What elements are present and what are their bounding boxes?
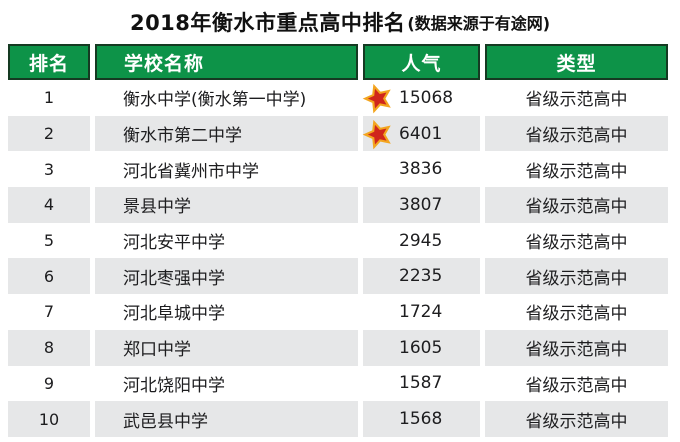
school-name-cell: 河北安平中学 <box>123 233 225 254</box>
school-type-cell: 省级示范高中 <box>485 115 668 152</box>
title-source-note: (数据来源于有途网) <box>407 14 551 33</box>
popularity-cell: 1724 <box>363 294 480 330</box>
popularity-value: 15068 <box>399 87 454 108</box>
popularity-value: 2235 <box>399 266 443 287</box>
school-type-cell: 省级示范高中 <box>485 258 668 295</box>
title-text: 2018年衡水市重点高中排名 <box>129 11 406 35</box>
popularity-cell: 6401 <box>362 115 480 152</box>
popularity-cell: 1568 <box>363 401 480 437</box>
table-header-row: 排名 学校名称 人气 类型 <box>8 44 668 80</box>
popularity-value: 1568 <box>399 409 443 430</box>
school-name-cell: 河北枣强中学 <box>95 258 358 295</box>
popularity-value: 1605 <box>399 337 443 358</box>
table-body: 1 衡水中学(衡水第一中学) 15068 省级示范高中 2 衡水市第二中学 <box>8 80 668 437</box>
table-row: 7 河北阜城中学 1724 省级示范高中 <box>8 294 668 330</box>
popularity-value: 1724 <box>399 301 443 322</box>
rank-cell: 10 <box>8 401 90 437</box>
popularity-value: 2945 <box>399 230 443 251</box>
school-name-cell: 景县中学 <box>95 187 358 223</box>
popularity-cell: 2945 <box>363 223 480 259</box>
table-row: 4 景县中学 3807 省级示范高中 <box>8 187 668 223</box>
popularity-cell: 2235 <box>363 258 480 295</box>
school-type-cell: 省级示范高中 <box>525 161 628 182</box>
rank-cell: 9 <box>43 373 55 393</box>
popularity-value: 6401 <box>399 123 443 144</box>
school-type-cell: 省级示范高中 <box>525 90 628 111</box>
popularity-cell: 1587 <box>363 366 480 402</box>
ranking-table: 排名 学校名称 人气 类型 1 衡水中学(衡水第一中学) 15068 省级示范高… <box>3 44 673 437</box>
school-type-cell: 省级示范高中 <box>525 233 628 254</box>
red-star-icon <box>359 79 397 117</box>
popularity-cell: 3807 <box>363 187 480 223</box>
popularity-cell: 3836 <box>363 151 480 187</box>
popularity-cell: 15068 <box>362 80 480 116</box>
table-row: 5 河北安平中学 2945 省级示范高中 <box>8 222 668 259</box>
rank-cell: 1 <box>43 88 55 108</box>
school-name-cell: 河北阜城中学 <box>123 304 225 325</box>
school-name-cell: 衡水市第二中学 <box>95 115 358 152</box>
school-name-cell: 河北饶阳中学 <box>123 375 225 396</box>
table-row: 3 河北省冀州市中学 3836 省级示范高中 <box>8 151 668 188</box>
popularity-value: 3836 <box>399 159 443 180</box>
popularity-value: 1587 <box>399 373 443 394</box>
table-row: 8 郑口中学 1605 省级示范高中 <box>8 329 668 366</box>
school-name-cell: 衡水中学(衡水第一中学) <box>123 90 307 111</box>
rank-cell: 8 <box>8 329 90 366</box>
header-type: 类型 <box>485 44 668 80</box>
school-name-cell: 河北省冀州市中学 <box>123 161 259 182</box>
rank-cell: 4 <box>8 187 90 223</box>
table-row: 6 河北枣强中学 2235 省级示范高中 <box>8 258 668 295</box>
red-star-icon <box>359 115 397 153</box>
rank-cell: 2 <box>8 115 90 152</box>
table-row: 1 衡水中学(衡水第一中学) 15068 省级示范高中 <box>8 80 668 116</box>
header-popularity: 人气 <box>363 44 480 80</box>
table-row: 2 衡水市第二中学 6401 省级示范高中 <box>8 115 668 152</box>
header-school-name: 学校名称 <box>95 44 358 80</box>
rank-cell: 7 <box>43 302 55 322</box>
rank-cell: 3 <box>43 159 55 179</box>
school-type-cell: 省级示范高中 <box>485 329 668 366</box>
header-rank: 排名 <box>8 44 90 80</box>
school-type-cell: 省级示范高中 <box>485 187 668 223</box>
popularity-value: 3807 <box>399 194 443 215</box>
rank-cell: 6 <box>8 258 90 295</box>
popularity-cell: 1605 <box>363 329 480 366</box>
table-row: 9 河北饶阳中学 1587 省级示范高中 <box>8 365 668 402</box>
table-row: 10 武邑县中学 1568 省级示范高中 <box>8 401 668 437</box>
school-type-cell: 省级示范高中 <box>525 304 628 325</box>
school-type-cell: 省级示范高中 <box>525 375 628 396</box>
rank-cell: 5 <box>43 231 55 251</box>
school-name-cell: 郑口中学 <box>95 329 358 366</box>
school-name-cell: 武邑县中学 <box>95 401 358 437</box>
school-type-cell: 省级示范高中 <box>485 401 668 437</box>
page-title: 2018年衡水市重点高中排名 (数据来源于有途网) <box>0 0 680 44</box>
